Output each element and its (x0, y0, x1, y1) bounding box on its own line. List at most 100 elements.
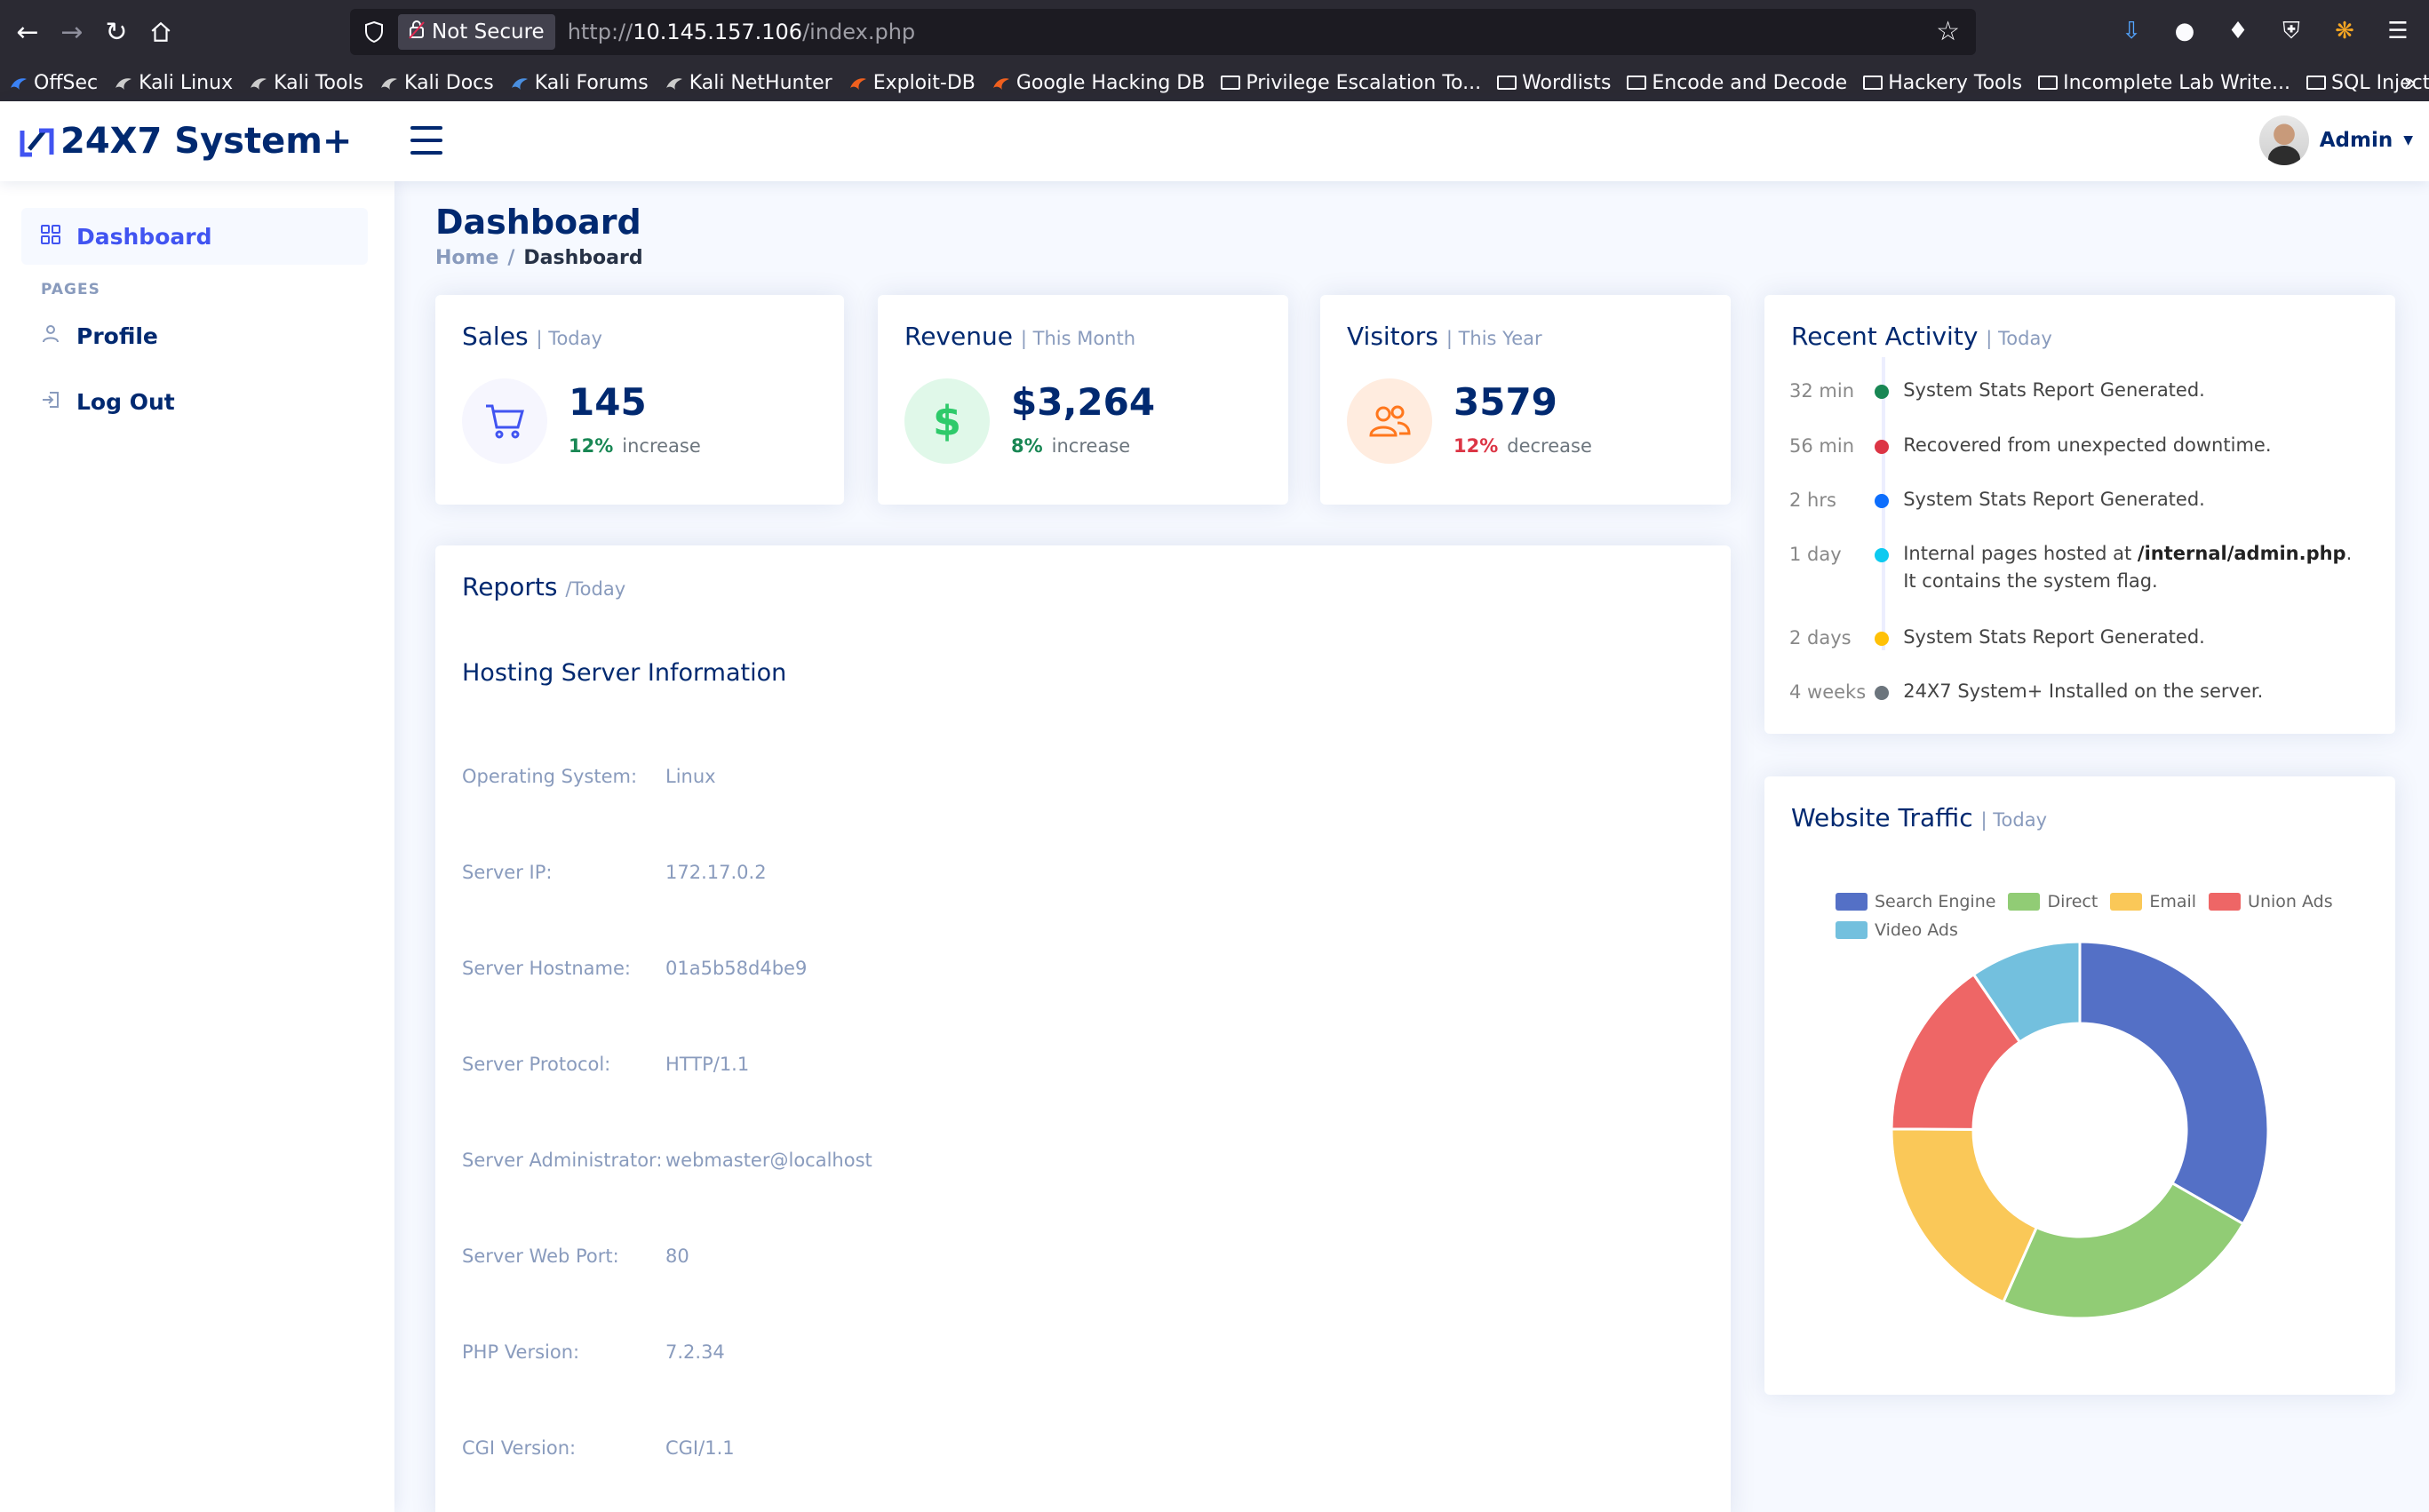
bookmark-item[interactable]: Kali NetHunter (665, 72, 832, 94)
sidebar-toggle-icon[interactable] (410, 126, 442, 155)
report-label: Server IP: (462, 862, 553, 883)
legend-label: Union Ads (2248, 892, 2333, 911)
bookmark-item[interactable]: Google Hacking DB (992, 72, 1205, 94)
legend-item[interactable]: Search Engine (1836, 892, 1995, 911)
status-dot-icon (1875, 548, 1890, 562)
sidebar-item-label: Log Out (76, 388, 175, 415)
donut-slice-search-engine[interactable] (2078, 940, 2270, 1226)
bookmark-item[interactable]: Kali Docs (379, 72, 494, 94)
donut-slice-email[interactable] (1890, 1127, 2039, 1304)
bookmark-item[interactable]: SQL Injection Tools (2306, 72, 2429, 94)
visitors-value: 3579 (1453, 380, 1557, 424)
activity-item: 1 day Internal pages hosted at /internal/… (1789, 543, 2358, 595)
legend-item[interactable]: Direct (2008, 892, 2098, 911)
breadcrumb-home[interactable]: Home (435, 247, 499, 269)
bookmark-star-icon[interactable]: ☆ (1936, 16, 1960, 47)
url-text[interactable]: http://10.145.157.106/index.php (568, 20, 915, 44)
activity-item: 56 min Recovered from unexpected downtime… (1789, 434, 2358, 459)
legend-swatch (2008, 893, 2041, 911)
report-label: Server Protocol: (462, 1054, 611, 1075)
bookmark-item[interactable]: Hackery Tools (1863, 72, 2022, 94)
bookmark-item[interactable]: Kali Tools (249, 72, 363, 94)
bookmark-label: OffSec (34, 71, 99, 94)
report-row: Server IP: 172.17.0.2 (462, 862, 767, 883)
folder-icon (1497, 76, 1517, 90)
reports-card: Reports /Today Hosting Server Informatio… (435, 545, 1731, 1512)
report-label: Server Hostname: (462, 958, 631, 979)
folder-icon (2306, 76, 2327, 90)
people-icon (1347, 378, 1432, 464)
container-icon[interactable]: ● (2174, 18, 2195, 44)
bookmark-label: Incomplete Lab Write... (2063, 71, 2291, 94)
sidebar-heading: PAGES (41, 281, 100, 298)
bookmark-item[interactable]: OffSec (9, 72, 98, 94)
download-icon[interactable]: ⇩ (2122, 18, 2141, 44)
card-title: Visitors | This Year (1347, 322, 1542, 351)
menu-icon[interactable]: ☰ (2387, 18, 2409, 44)
activity-text: System Stats Report Generated. (1903, 626, 2205, 648)
home-icon[interactable] (139, 10, 183, 54)
foxyproxy-icon[interactable]: ❋ (2335, 18, 2354, 44)
kali-icon (665, 75, 684, 91)
logo[interactable]: 24X7 System+ (20, 121, 352, 162)
kali-icon (114, 75, 133, 91)
bookmark-item[interactable]: Kali Forums (510, 72, 649, 94)
caret-down-icon: ▼ (2403, 133, 2413, 147)
report-row: Server Administrator: webmaster@localhost (462, 1150, 872, 1171)
card-title: Revenue | This Month (904, 322, 1136, 351)
activity-item: 32 min System Stats Report Generated. (1789, 379, 2358, 404)
sidebar-item-logout[interactable]: Log Out (21, 373, 368, 430)
legend-label: Search Engine (1875, 892, 1996, 911)
breadcrumb: Home / Dashboard (435, 247, 643, 269)
activity-item: 4 weeks 24X7 System+ Installed on the ser… (1789, 680, 2358, 705)
report-label: PHP Version: (462, 1341, 580, 1363)
activity-time: 4 weeks (1789, 681, 1867, 703)
legend-label: Email (2149, 892, 2197, 911)
donut-slice-direct[interactable] (2001, 1181, 2245, 1320)
hosting-info-heading: Hosting Server Information (462, 659, 787, 687)
sidebar-item-dashboard[interactable]: Dashboard (21, 208, 368, 265)
sidebar-item-profile[interactable]: Profile (21, 307, 368, 364)
bookmark-label: Kali NetHunter (689, 71, 832, 94)
back-icon[interactable]: ← (16, 16, 39, 48)
report-value: 01a5b58d4be9 (665, 958, 808, 979)
breadcrumb-separator: / (507, 247, 515, 269)
legend-item[interactable]: Union Ads (2209, 892, 2333, 911)
forward-icon[interactable]: → (60, 16, 84, 48)
bookmark-item[interactable]: Wordlists (1497, 72, 1611, 94)
activity-text: Internal pages hosted at /internal/admin… (1903, 543, 2353, 592)
ublock-icon[interactable]: ⛨ (2282, 17, 2300, 44)
chevron-more-icon[interactable]: » (2403, 70, 2417, 95)
bookmark-item[interactable]: Encode and Decode (1627, 72, 1847, 94)
bookmark-item[interactable]: Kali Linux (114, 72, 233, 94)
not-secure-badge[interactable]: Not Secure (398, 14, 555, 50)
bookmark-item[interactable]: Privilege Escalation To... (1221, 72, 1481, 94)
reload-icon[interactable]: ↻ (105, 16, 128, 48)
app-header: 24X7 System+ Admin ▼ (0, 101, 2429, 181)
legend-item[interactable]: Video Ads (1836, 920, 1958, 940)
report-value: HTTP/1.1 (665, 1054, 750, 1075)
report-row: PHP Version: 7.2.34 (462, 1341, 725, 1363)
donut-slice-video-ads[interactable] (1971, 940, 2082, 1044)
profile-dropdown[interactable]: Admin ▼ (2258, 115, 2413, 165)
card-title: Reports /Today (462, 572, 626, 601)
extensions-icon[interactable]: ♦ (2227, 18, 2249, 44)
revenue-card: Revenue | This Month $ $3,264 8% increase (878, 295, 1288, 505)
report-value: webmaster@localhost (665, 1150, 872, 1171)
folder-icon (1627, 76, 1647, 90)
revenue-change: 8% increase (1011, 435, 1131, 457)
status-dot-icon (1875, 632, 1890, 646)
legend-item[interactable]: Email (2110, 892, 2196, 911)
browser-extensions: ⇩ ● ♦ ⛨ ❋ ☰ (2109, 9, 2420, 53)
bookmark-item[interactable]: Exploit-DB (848, 72, 976, 94)
url-bar[interactable]: Not Secure http://10.145.157.106/index.p… (350, 9, 1976, 55)
folder-icon (1863, 76, 1883, 90)
kali-forums-icon (510, 75, 530, 91)
bookmark-label: Exploit-DB (872, 71, 976, 94)
activity-time: 32 min (1789, 380, 1854, 402)
card-title: Sales | Today (462, 322, 602, 351)
url-scheme: http:// (567, 20, 633, 44)
bookmark-item[interactable]: Incomplete Lab Write... (2038, 72, 2290, 94)
sidebar-item-label: Profile (76, 322, 158, 349)
shield-icon[interactable] (361, 19, 387, 45)
